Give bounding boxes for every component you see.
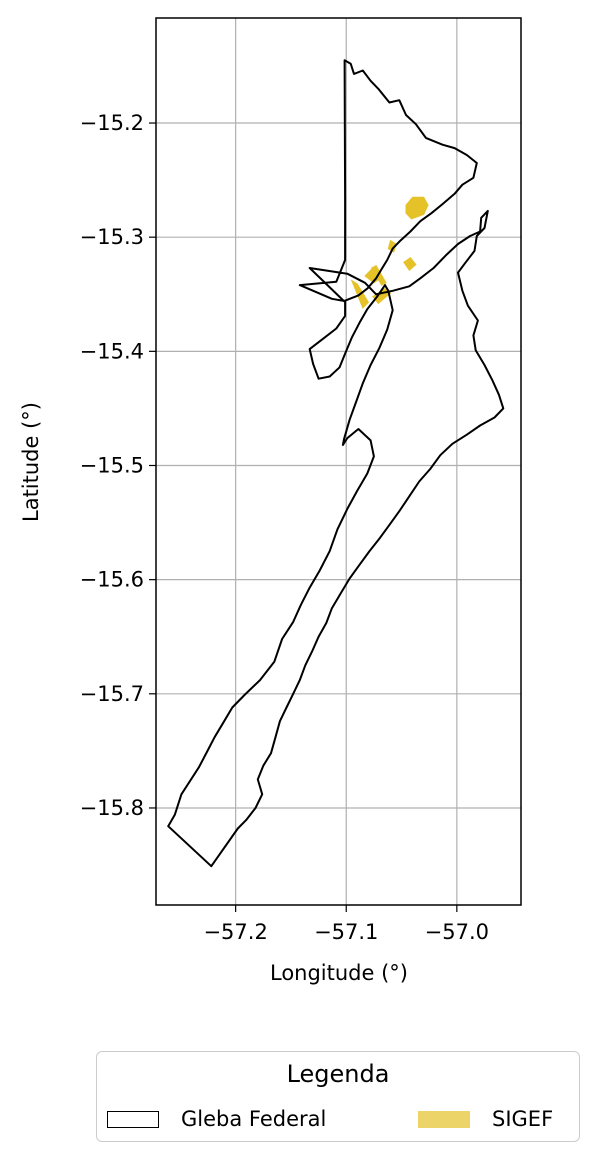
legend-title: Legenda bbox=[286, 1060, 390, 1088]
x-axis-label: Longitude (°) bbox=[270, 961, 408, 985]
gleba-federal-outline bbox=[167, 59, 505, 868]
y-tick-label: −15.5 bbox=[80, 453, 144, 477]
legend-label-sigef: SIGEF bbox=[492, 1107, 554, 1131]
legend-swatch-filled bbox=[418, 1110, 470, 1128]
legend-swatch-outline bbox=[107, 1110, 159, 1128]
legend: Legenda Gleba Federal SIGEF bbox=[96, 1051, 580, 1142]
map-layers bbox=[167, 59, 505, 868]
legend-entry-gleba-federal: Gleba Federal bbox=[107, 1104, 326, 1134]
sigef-parcel bbox=[364, 268, 382, 284]
sigef-parcel bbox=[387, 239, 397, 253]
sigef-parcel bbox=[405, 196, 429, 220]
legend-entry-sigef: SIGEF bbox=[418, 1104, 553, 1134]
sigef-parcel bbox=[403, 257, 417, 272]
x-tick-label: −57.0 bbox=[425, 920, 489, 944]
y-tick-label: −15.2 bbox=[80, 111, 144, 135]
y-tick-label: −15.3 bbox=[80, 225, 144, 249]
y-tick-label: −15.8 bbox=[80, 796, 144, 820]
y-tick-label: −15.6 bbox=[80, 568, 144, 592]
plot-frame bbox=[155, 17, 522, 906]
x-tick-label: −57.1 bbox=[314, 920, 378, 944]
y-tick-label: −15.7 bbox=[80, 682, 144, 706]
legend-label-gleba-federal: Gleba Federal bbox=[181, 1107, 327, 1131]
x-tick-label: −57.2 bbox=[203, 920, 267, 944]
y-tick-label: −15.4 bbox=[80, 339, 144, 363]
axis-ticks: −57.2 −57.1 −57.0 −15.2 −15.3 −15.4 −15.5 −15.6… bbox=[80, 111, 489, 944]
grid-lines bbox=[156, 18, 521, 905]
y-axis-label: Latitude (°) bbox=[19, 402, 43, 522]
